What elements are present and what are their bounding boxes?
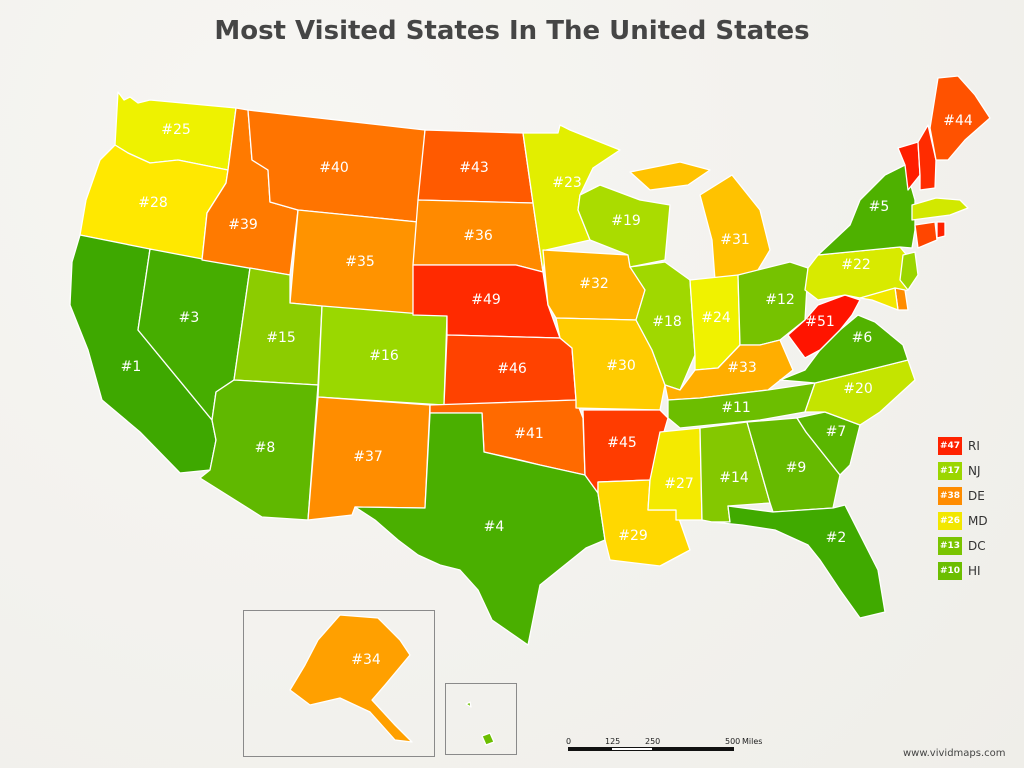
rank-label-ky: #33	[727, 360, 757, 376]
state-tx	[354, 412, 606, 646]
rank-label-me: #44	[943, 113, 973, 129]
legend-label: MD	[968, 514, 988, 528]
rank-label-sd: #36	[463, 228, 493, 244]
state-ct	[914, 221, 938, 249]
rank-label-wy: #35	[345, 254, 375, 270]
state-ny	[817, 164, 916, 256]
rank-label-tx: #4	[484, 519, 505, 535]
rank-label-co: #16	[369, 348, 399, 364]
state-hi	[465, 701, 495, 746]
rank-label-ny: #5	[869, 199, 890, 215]
rank-label-in: #24	[701, 310, 731, 326]
scale-unit-label: Miles	[742, 737, 763, 746]
rank-label-mo: #30	[606, 358, 636, 374]
rank-label-tn: #11	[721, 400, 751, 416]
rank-label-ca: #1	[121, 359, 142, 375]
rank-label-ga: #9	[786, 460, 807, 476]
legend-label: DE	[968, 489, 985, 503]
legend-item: #13 DC	[938, 537, 988, 555]
states-layer	[69, 75, 991, 746]
rank-label-oh: #12	[765, 292, 795, 308]
legend-label: HI	[968, 564, 981, 578]
rank-label-va: #6	[852, 330, 873, 346]
scale-segment	[612, 747, 652, 751]
state-nh	[917, 124, 937, 191]
rank-label-mi: #31	[720, 232, 750, 248]
rank-label-fl: #2	[826, 530, 847, 546]
rank-label-sc: #7	[826, 424, 847, 440]
scale-tick-label: 250	[645, 737, 661, 746]
state-ma	[911, 197, 969, 221]
legend-item: #17 NJ	[938, 462, 988, 480]
scale-tick-label: 0	[566, 737, 572, 746]
rank-label-ne: #49	[471, 292, 501, 308]
rank-label-or: #28	[138, 195, 168, 211]
rank-label-wa: #25	[161, 122, 191, 138]
hawaii-inset-frame	[445, 683, 517, 755]
state-vt	[897, 141, 921, 191]
scale-bar: 0 125 250 500 Miles	[560, 737, 790, 763]
legend-swatch: #26	[938, 512, 962, 530]
state-wi	[577, 184, 671, 268]
state-ri	[936, 221, 946, 239]
legend-item: #26 MD	[938, 512, 988, 530]
state-nj	[899, 251, 919, 291]
rank-label-mt: #40	[319, 160, 349, 176]
legend-item: #10 HI	[938, 562, 988, 580]
watermark: www.vividmaps.com	[903, 748, 1006, 759]
state-ak	[289, 614, 413, 743]
legend-swatch: #10	[938, 562, 962, 580]
rank-label-nm: #37	[353, 449, 383, 465]
rank-label-ar: #45	[607, 435, 637, 451]
state-va	[779, 314, 909, 384]
legend-label: NJ	[968, 464, 981, 478]
rank-label-wi: #19	[611, 213, 641, 229]
rank-label-mn: #23	[552, 175, 582, 191]
legend-item: #38 DE	[938, 487, 988, 505]
state-md	[859, 287, 899, 311]
scale-segment	[568, 747, 612, 751]
scale-tick-label: 500	[725, 737, 741, 746]
rank-label-ms: #27	[664, 476, 694, 492]
state-fl	[711, 504, 886, 619]
rank-label-ut: #15	[266, 330, 296, 346]
rank-label-il: #18	[652, 314, 682, 330]
rank-label-la: #29	[618, 528, 648, 544]
scale-tick-label: 125	[605, 737, 621, 746]
legend: #47 RI #17 NJ #38 DE #26 MD #13 DC #10 H…	[938, 437, 988, 587]
legend-swatch: #38	[938, 487, 962, 505]
legend-item: #47 RI	[938, 437, 988, 455]
rank-labels-layer: #25 #28 #1 #3 #39 #40 #35 #15 #8 #16 #37 #43 #36 #49 #…	[121, 113, 973, 668]
rank-label-nc: #20	[843, 381, 873, 397]
state-me	[929, 75, 991, 161]
state-mi	[629, 161, 771, 281]
legend-swatch: #47	[938, 437, 962, 455]
legend-swatch: #17	[938, 462, 962, 480]
rank-label-ia: #32	[579, 276, 609, 292]
rank-label-nv: #3	[179, 310, 200, 326]
rank-label-ks: #46	[497, 361, 527, 377]
legend-label: DC	[968, 539, 986, 553]
rank-label-az: #8	[255, 440, 276, 456]
rank-label-wv: #51	[805, 314, 835, 330]
rank-label-pa: #22	[841, 257, 871, 273]
scale-segment	[652, 747, 734, 751]
rank-label-al: #14	[719, 470, 749, 486]
rank-label-nd: #43	[459, 160, 489, 176]
map-title: Most Visited States In The United States	[214, 16, 810, 46]
state-wv	[787, 294, 861, 359]
rank-label-id: #39	[228, 217, 258, 233]
legend-swatch: #13	[938, 537, 962, 555]
legend-label: RI	[968, 439, 980, 453]
alaska-inset-frame	[243, 610, 435, 757]
rank-label-ok: #41	[514, 426, 544, 442]
rank-label-ak: #34	[351, 652, 381, 668]
